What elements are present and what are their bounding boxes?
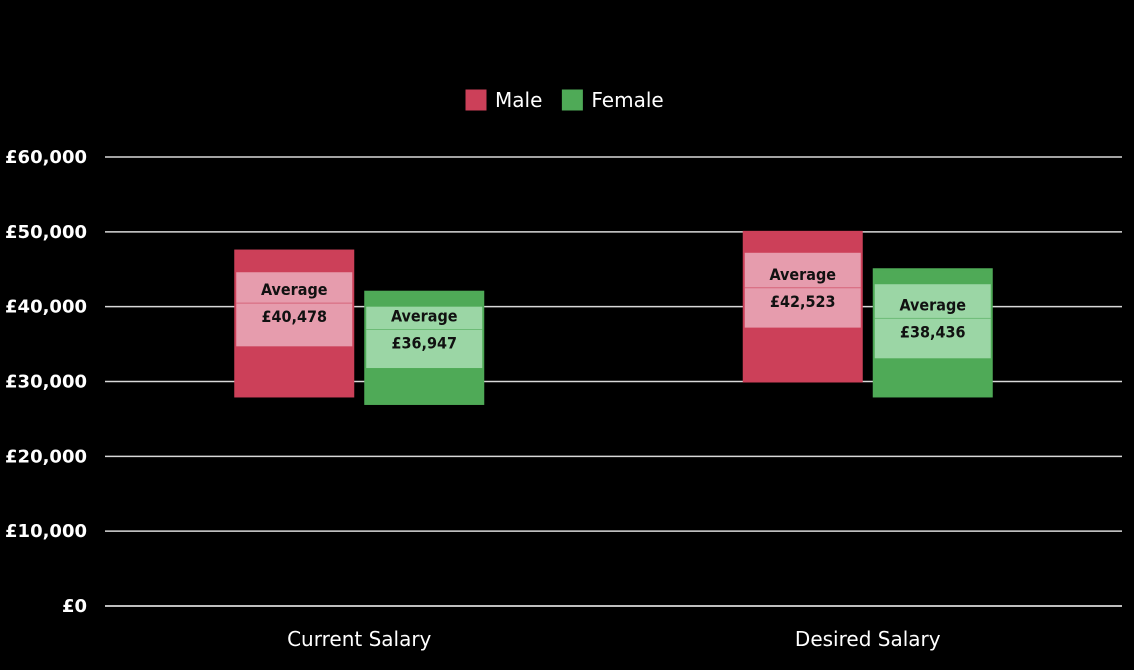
- range-middle: [874, 284, 991, 359]
- average-value-label: £42,523: [770, 292, 836, 311]
- average-value-label: £36,947: [391, 334, 457, 353]
- average-title-label: Average: [769, 265, 836, 284]
- y-tick-label: £60,000: [5, 147, 87, 168]
- y-tick-label: £20,000: [5, 446, 87, 467]
- range-bar-female-1: Average £36,947: [364, 290, 485, 405]
- legend-item-male: Male: [465, 88, 542, 112]
- average-title-label: Average: [391, 307, 458, 326]
- range-middle: [744, 252, 861, 328]
- x-axis: Current Salary Desired Salary: [105, 605, 1122, 651]
- range-middle: [366, 306, 483, 369]
- legend-swatch: [561, 89, 583, 111]
- range-bar-male-2: Average £42,523: [742, 230, 863, 383]
- legend-item-female: Female: [561, 88, 664, 112]
- y-axis: £0 £10,000 £20,000 £30,000 £40,000 £50,000 £60…: [5, 147, 87, 617]
- y-tick-label: £0: [62, 596, 87, 617]
- y-tick-label: £30,000: [5, 372, 87, 393]
- legend-swatch: [465, 89, 487, 111]
- y-tick-label: £10,000: [5, 521, 87, 542]
- legend-label: Male: [495, 88, 542, 112]
- average-value-label: £38,436: [900, 322, 966, 341]
- range-middle: [236, 272, 353, 347]
- x-category-label: Current Salary: [287, 627, 431, 651]
- range-bar-female-2: Average £38,436: [872, 268, 993, 398]
- legend: Male Female: [465, 88, 664, 112]
- legend-label: Female: [591, 88, 663, 112]
- average-title-label: Average: [261, 280, 328, 299]
- y-tick-label: £50,000: [5, 222, 87, 243]
- average-value-label: £40,478: [261, 307, 327, 326]
- average-title-label: Average: [899, 295, 966, 314]
- range-bar-male-1: Average £40,478: [234, 249, 355, 398]
- x-category-label: Desired Salary: [795, 627, 941, 651]
- y-tick-label: £40,000: [5, 297, 87, 318]
- bars: Average £40,478 Average £36,947 Average £42,5…: [234, 230, 993, 405]
